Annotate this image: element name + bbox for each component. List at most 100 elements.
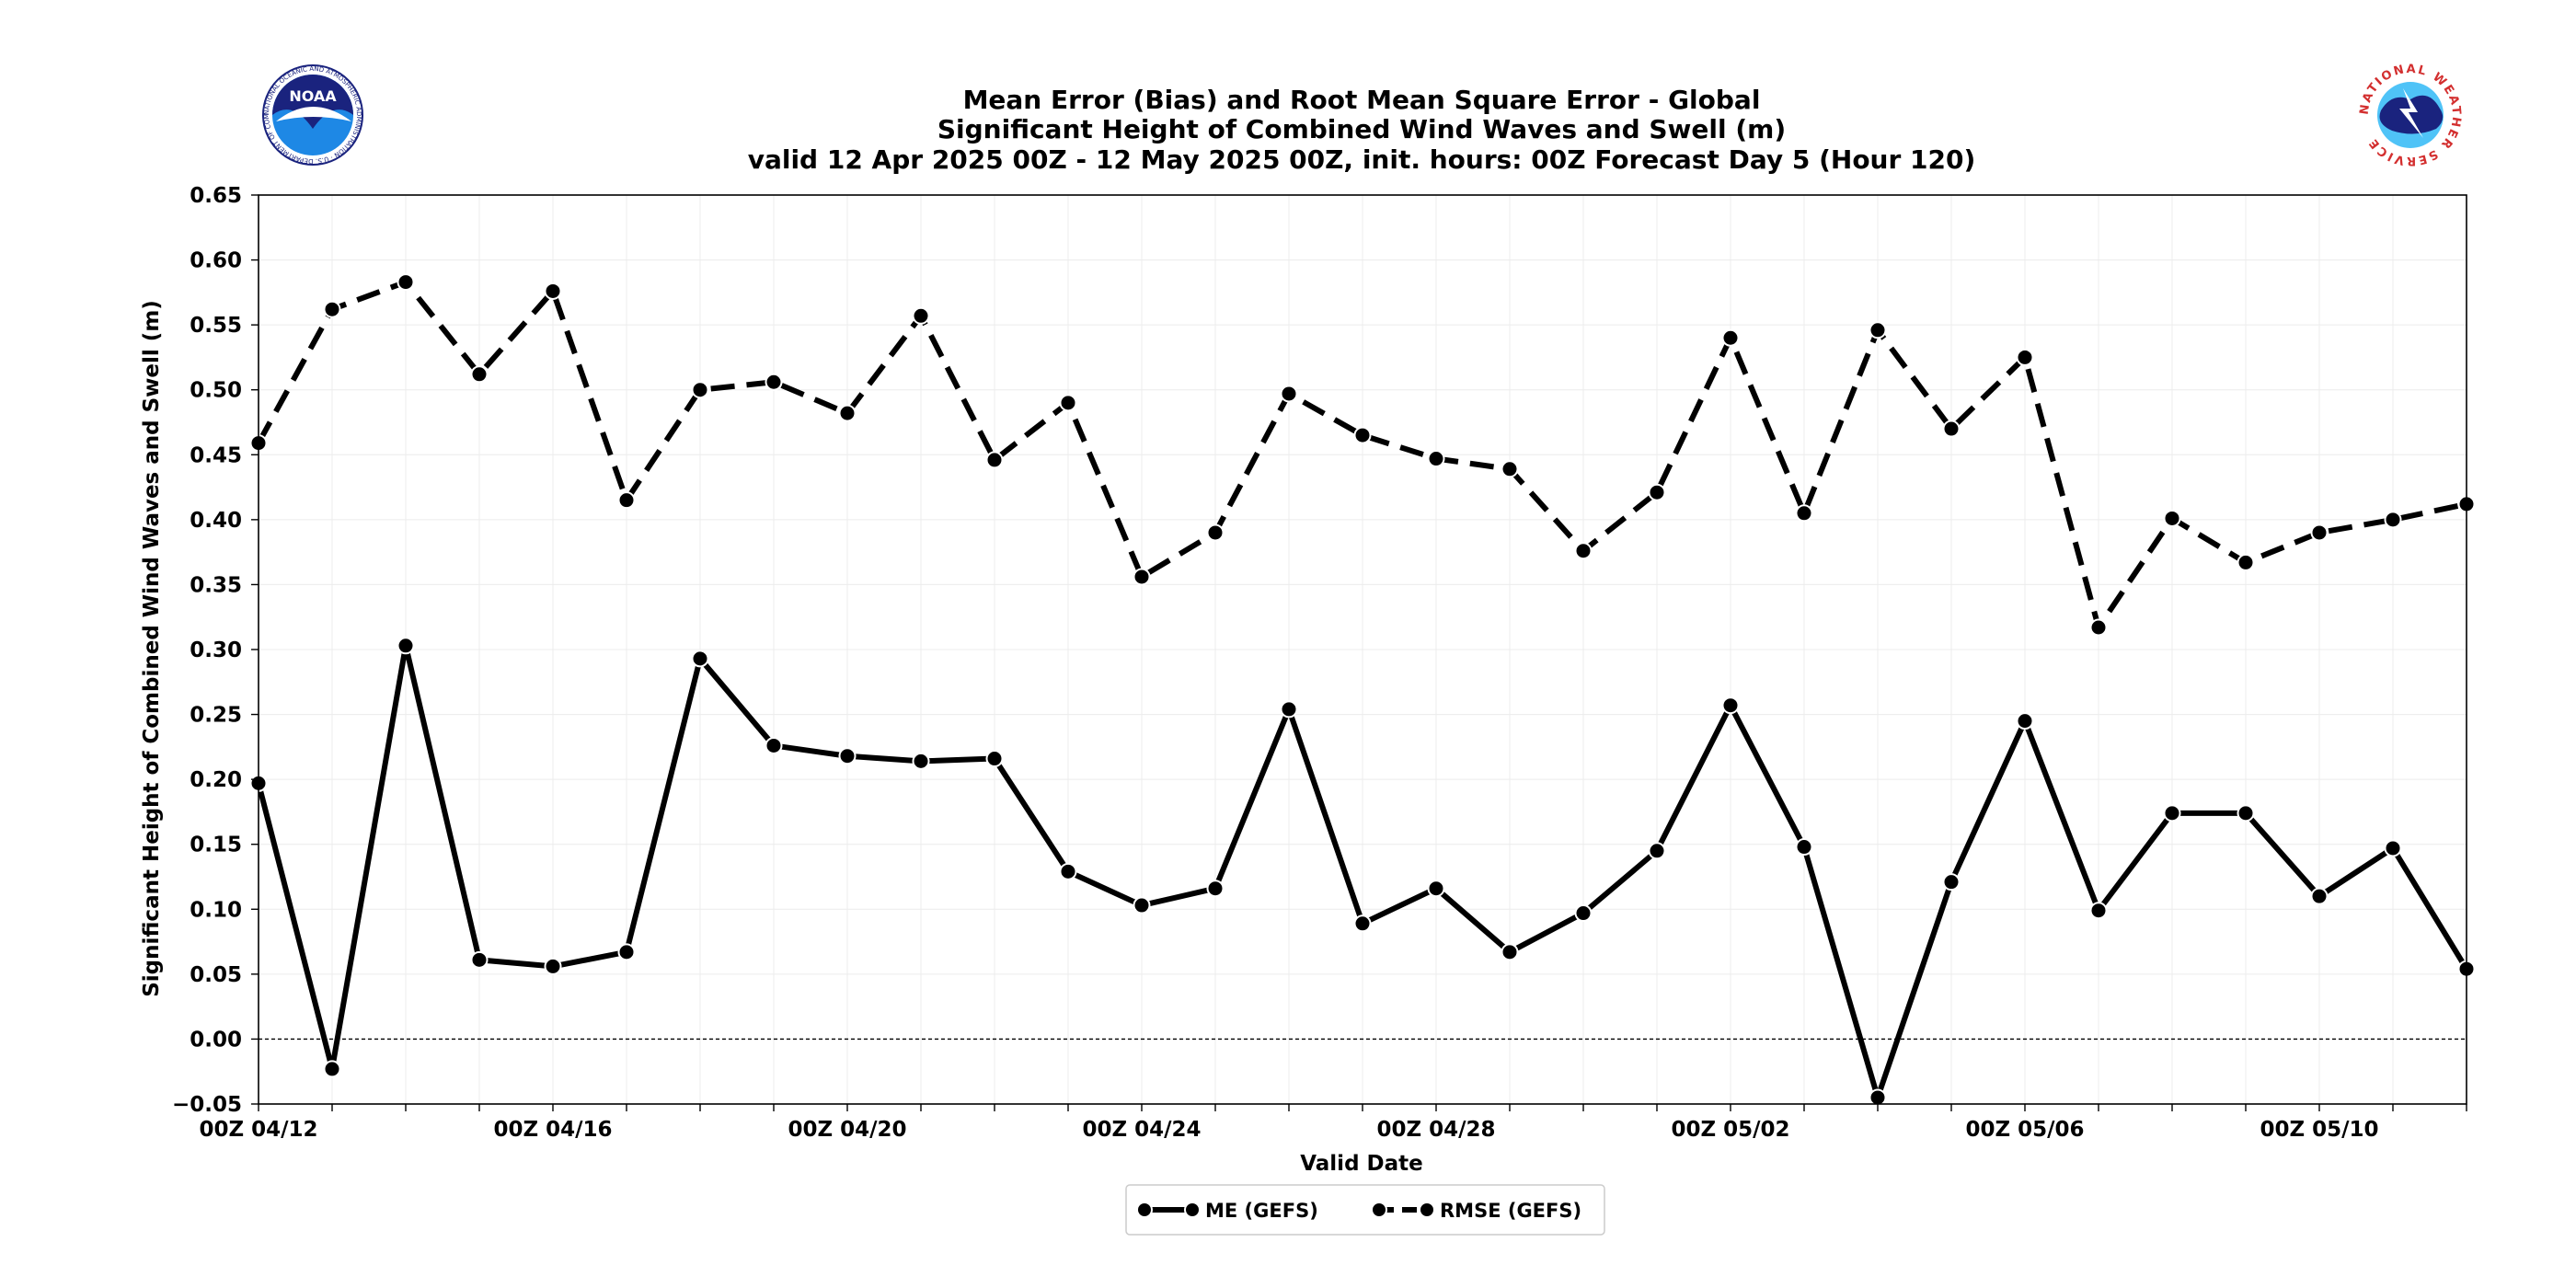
data-point bbox=[912, 752, 930, 770]
data-point bbox=[1059, 394, 1077, 412]
y-tick-label: 0.15 bbox=[190, 834, 242, 857]
y-tick-label: 0.55 bbox=[190, 314, 242, 338]
series-layer bbox=[249, 273, 2476, 1107]
data-point bbox=[397, 637, 415, 655]
y-tick-label: −0.05 bbox=[172, 1093, 242, 1117]
data-point bbox=[985, 451, 1004, 469]
data-point bbox=[470, 365, 489, 384]
data-point bbox=[2384, 511, 2402, 529]
noaa-logo-icon: NATIONAL OCEANIC AND ATMOSPHERIC ADMINIS… bbox=[0, 0, 363, 166]
legend-item: ME (GEFS) bbox=[1136, 1200, 1318, 1222]
data-point bbox=[323, 300, 341, 318]
y-tick-label: 0.10 bbox=[190, 898, 242, 922]
data-point bbox=[617, 491, 636, 510]
data-point bbox=[1795, 838, 1813, 857]
legend-label: RMSE (GEFS) bbox=[1440, 1200, 1581, 1222]
y-tick-label: 0.45 bbox=[190, 443, 242, 467]
noaa-logo-text: NOAA bbox=[289, 87, 337, 105]
title-line-2: Significant Height of Combined Wind Wave… bbox=[937, 114, 1786, 144]
grid bbox=[258, 194, 2467, 1105]
data-point bbox=[2163, 509, 2181, 527]
data-point bbox=[1501, 943, 1519, 961]
data-point bbox=[1280, 700, 1298, 719]
data-point bbox=[2384, 839, 2402, 857]
data-point bbox=[2237, 553, 2255, 571]
y-tick-label: 0.05 bbox=[190, 963, 242, 987]
nws-logo-icon: NATIONAL WEATHER SERVICE bbox=[2358, 63, 2462, 167]
data-point bbox=[1206, 880, 1225, 898]
data-point bbox=[1427, 450, 1445, 468]
data-point bbox=[1133, 568, 1151, 586]
legend-marker bbox=[1184, 1202, 1201, 1218]
data-point bbox=[691, 381, 709, 399]
data-point bbox=[1501, 460, 1519, 478]
x-tick-label: 00Z 04/12 bbox=[199, 1118, 317, 1142]
y-axis-label: Significant Height of Combined Wind Wave… bbox=[140, 300, 164, 997]
data-point bbox=[2310, 523, 2329, 542]
data-point bbox=[1059, 862, 1077, 880]
y-tick-label: 0.60 bbox=[190, 249, 242, 273]
data-point bbox=[1721, 696, 1740, 715]
data-point bbox=[691, 650, 709, 668]
data-point bbox=[1353, 426, 1372, 444]
x-tick-label: 00Z 05/10 bbox=[2260, 1118, 2378, 1142]
data-point bbox=[1206, 523, 1225, 542]
data-point bbox=[2237, 804, 2255, 822]
y-tick-label: 0.40 bbox=[190, 509, 242, 533]
y-tick-label: 0.25 bbox=[190, 704, 242, 728]
data-point bbox=[1795, 504, 1813, 523]
data-point bbox=[2310, 887, 2329, 905]
x-tick-label: 00Z 04/28 bbox=[1376, 1118, 1495, 1142]
data-point bbox=[2016, 348, 2034, 366]
data-point bbox=[1869, 1088, 1887, 1107]
data-point bbox=[544, 282, 562, 300]
data-point bbox=[397, 273, 415, 292]
x-tick-label: 00Z 04/16 bbox=[493, 1118, 612, 1142]
data-point bbox=[470, 950, 489, 969]
title-line-3: valid 12 Apr 2025 00Z - 12 May 2025 00Z,… bbox=[748, 144, 1976, 175]
data-point bbox=[323, 1060, 341, 1078]
data-point bbox=[1353, 914, 1372, 933]
data-point bbox=[2089, 902, 2108, 920]
legend-marker bbox=[1419, 1202, 1435, 1218]
data-point bbox=[2163, 804, 2181, 822]
data-point bbox=[2016, 712, 2034, 730]
legend-marker bbox=[1371, 1202, 1387, 1218]
x-tick-label: 00Z 05/02 bbox=[1671, 1118, 1789, 1142]
data-point bbox=[1869, 321, 1887, 339]
data-point bbox=[1280, 385, 1298, 403]
x-tick-label: 00Z 05/06 bbox=[1965, 1118, 2084, 1142]
legend-label: ME (GEFS) bbox=[1205, 1200, 1318, 1222]
data-point bbox=[1942, 873, 1961, 891]
data-point bbox=[1574, 904, 1593, 923]
data-point bbox=[1648, 842, 1666, 860]
legend-marker bbox=[1136, 1202, 1153, 1218]
data-point bbox=[1574, 542, 1593, 560]
y-tick-label: 0.30 bbox=[190, 638, 242, 662]
data-point bbox=[765, 736, 783, 754]
y-tick-label: 0.00 bbox=[190, 1028, 242, 1052]
y-tick-label: 0.20 bbox=[190, 768, 242, 792]
data-point bbox=[2089, 618, 2108, 637]
data-point bbox=[1721, 328, 1740, 347]
x-tick-label: 00Z 04/20 bbox=[788, 1118, 906, 1142]
y-tick-label: 0.65 bbox=[190, 184, 242, 208]
data-point bbox=[912, 306, 930, 325]
data-point bbox=[1942, 420, 1961, 438]
series-me bbox=[249, 637, 2476, 1107]
series-rmse bbox=[249, 273, 2476, 637]
data-point bbox=[838, 747, 857, 765]
data-point bbox=[765, 373, 783, 391]
data-point bbox=[544, 957, 562, 975]
data-point bbox=[617, 943, 636, 961]
y-tick-label: 0.35 bbox=[190, 573, 242, 597]
legend: ME (GEFS) RMSE (GEFS) bbox=[1125, 1184, 1605, 1236]
data-point bbox=[985, 750, 1004, 768]
x-axis-label: Valid Date bbox=[1300, 1152, 1423, 1176]
data-point bbox=[1648, 483, 1666, 501]
y-tick-label: 0.50 bbox=[190, 379, 242, 403]
chart-title: Mean Error (Bias) and Root Mean Square E… bbox=[748, 85, 1976, 175]
data-point bbox=[1133, 896, 1151, 914]
x-axis: 00Z 04/12 00Z 04/16 00Z 04/20 00Z 04/24 00Z … bbox=[199, 1104, 2467, 1142]
